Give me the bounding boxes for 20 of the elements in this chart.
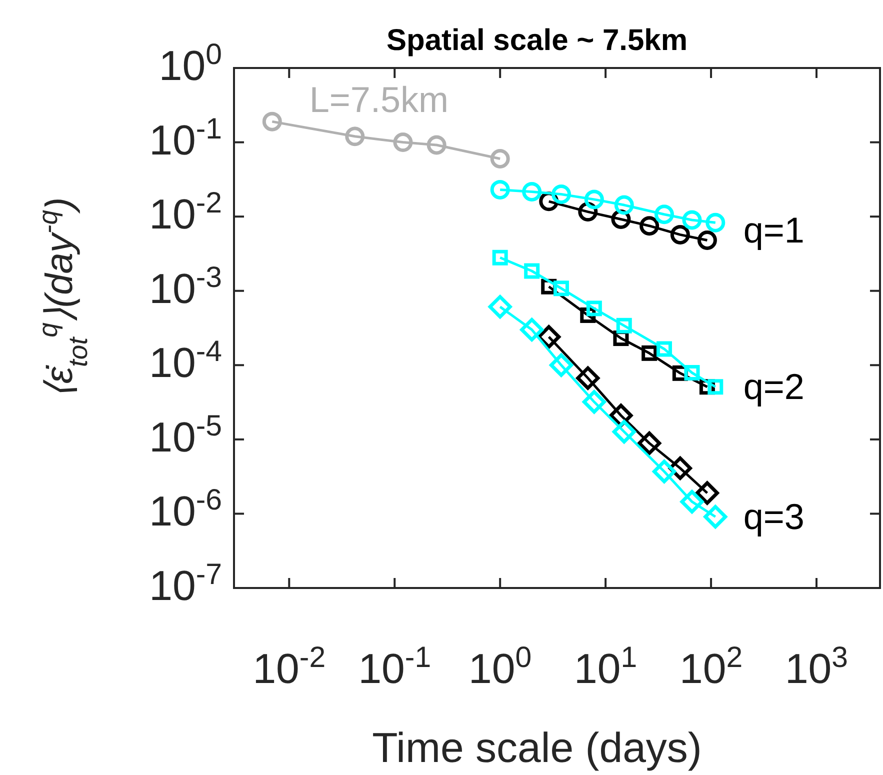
chart-title: Spatial scale ~ 7.5km (386, 24, 688, 57)
y-tick-label: 10$^{0}$ (158, 38, 222, 89)
x-tick-label: 10$^{0}$ (468, 640, 532, 692)
annotation: q=1 (743, 210, 804, 251)
y-tick-label: 10$^{-5}$ (149, 408, 222, 460)
annotation: q=2 (743, 366, 804, 407)
x-axis-title: Time scale (days) (372, 724, 702, 771)
y-tick-label: 10$^{-3}$ (149, 260, 222, 312)
x-tick-label: 10$^{3}$ (784, 640, 848, 692)
y-tick-label: 10$^{-1}$ (149, 112, 222, 164)
y-tick-label: 10$^{-4}$ (149, 334, 222, 386)
annotation: q=3 (743, 496, 804, 537)
x-tick-label: 10$^{1}$ (574, 640, 638, 692)
x-tick-label: 10$^{-2}$ (252, 640, 326, 692)
series-label: L=7.5km (309, 79, 448, 120)
y-tick-label: 10$^{-7}$ (149, 558, 222, 609)
y-tick-label: 10$^{-2}$ (149, 186, 222, 238)
y-tick-label: 10$^{-6}$ (149, 483, 222, 535)
x-tick-label: 10$^{-1}$ (358, 640, 432, 692)
x-tick-label: 10$^{2}$ (679, 640, 743, 692)
